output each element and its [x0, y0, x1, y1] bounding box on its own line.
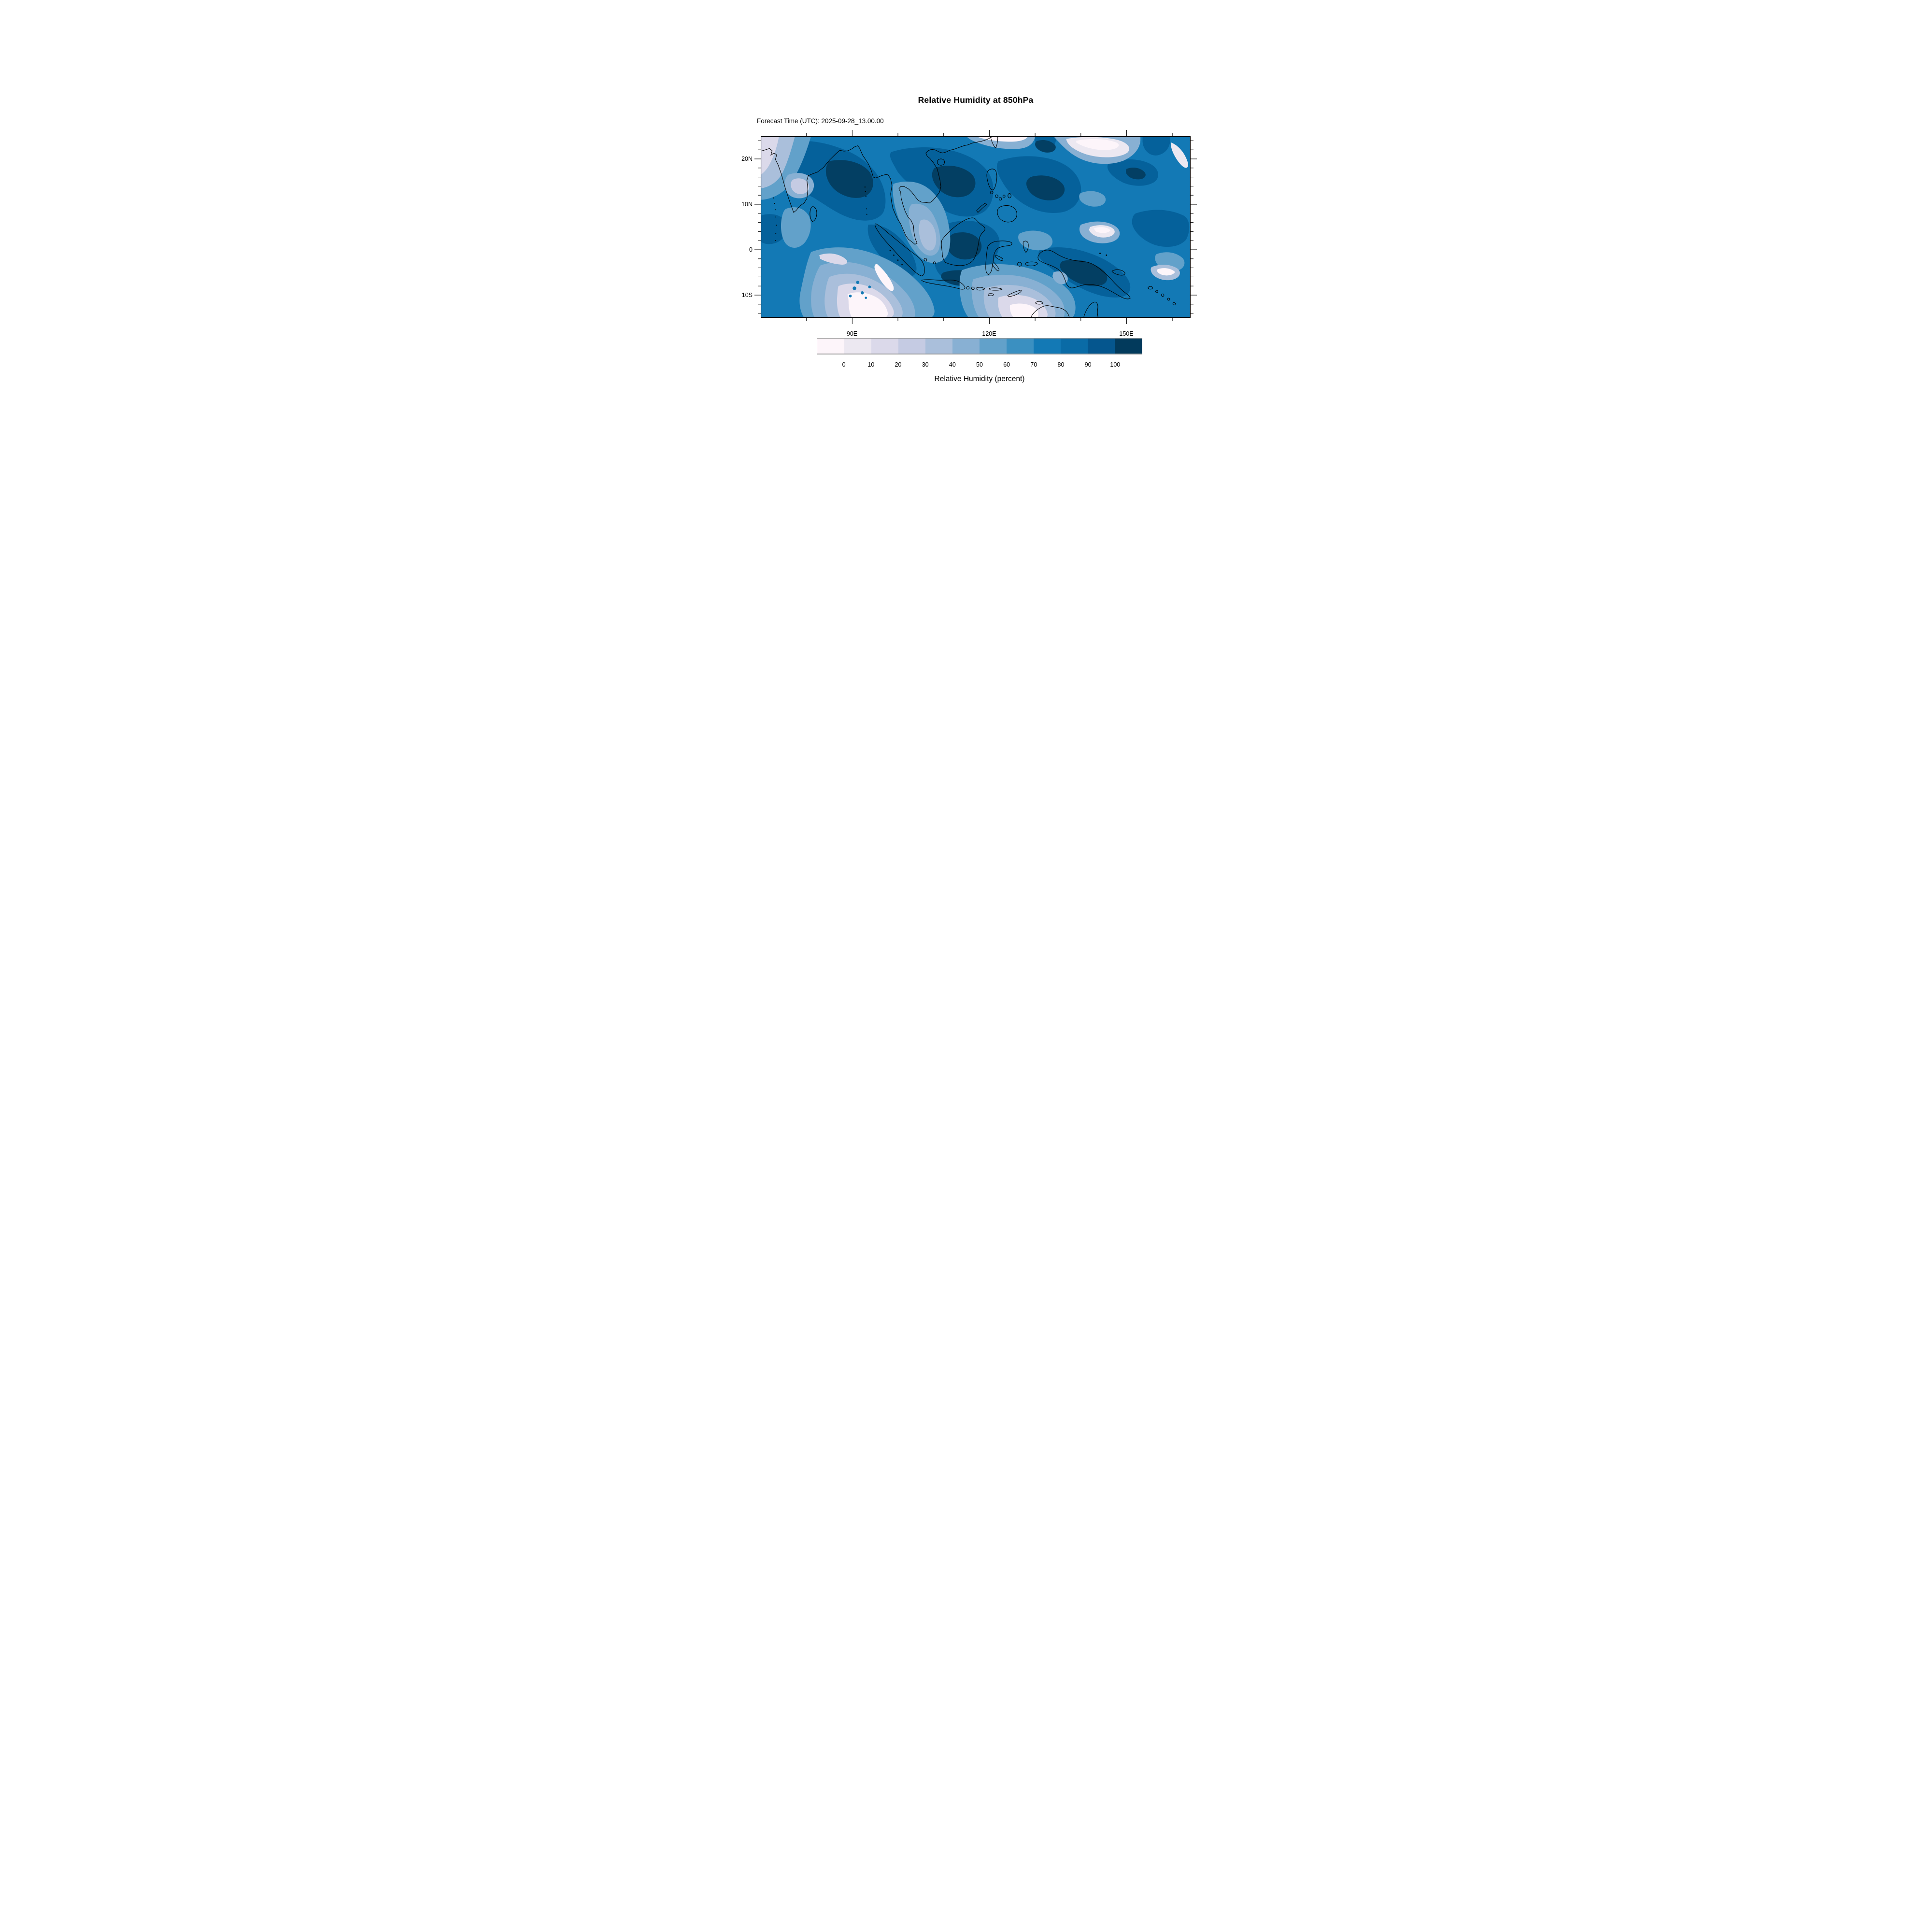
lat-label-10n: 10N [741, 201, 753, 208]
colorbar-tick-label: 50 [976, 361, 983, 368]
lon-label-150e: 150E [1119, 330, 1134, 337]
lat-label-10s: 10S [741, 292, 753, 298]
colorbar-caption: Relative Humidity (percent) [934, 375, 1025, 383]
colorbar-segment [898, 339, 925, 354]
colorbar-tick-label: 40 [949, 361, 956, 368]
colorbar-segment [1034, 339, 1061, 354]
colorbar-segment [952, 339, 980, 354]
colorbar-tick-label: 30 [922, 361, 929, 368]
colorbar-ticklabels: 0 10 20 30 40 50 60 70 80 90 100 [817, 361, 1142, 369]
colorbar-segment [871, 339, 898, 354]
colorbar-segment [980, 339, 1007, 354]
colorbar-tick-label: 0 [842, 361, 846, 368]
coastlines [761, 136, 1176, 318]
lat-label-0: 0 [749, 246, 753, 253]
map-frame [761, 136, 1191, 318]
weather-plot-page: Relative Humidity at 850hPa Forecast Tim… [724, 0, 1208, 483]
colorbar-segment [1115, 339, 1142, 354]
colorbar-tick-label: 10 [867, 361, 875, 368]
colorbar-tick-label: 90 [1084, 361, 1092, 368]
lon-label-90e: 90E [846, 330, 858, 337]
rh-contour-map [761, 136, 1191, 318]
colorbar-tick-label: 100 [1110, 361, 1121, 368]
lat-label-20n: 20N [741, 156, 753, 162]
colorbar-segments [817, 338, 1142, 354]
map-panel [761, 136, 1191, 318]
colorbar-tick-label: 20 [895, 361, 902, 368]
colorbar-segment [1061, 339, 1088, 354]
colorbar-segment [925, 339, 952, 354]
colorbar-tick-label: 80 [1057, 361, 1065, 368]
colorbar-segment [844, 339, 871, 354]
rh-field [761, 136, 1191, 318]
page-title: Relative Humidity at 850hPa [918, 95, 1034, 105]
colorbar-segment [817, 339, 844, 354]
colorbar-tick-label: 60 [1003, 361, 1010, 368]
lon-label-120e: 120E [982, 330, 996, 337]
colorbar: 0 10 20 30 40 50 60 70 80 90 100 [817, 338, 1142, 369]
colorbar-tick-label: 70 [1030, 361, 1037, 368]
colorbar-segment [1088, 339, 1115, 354]
colorbar-segment [1007, 339, 1034, 354]
forecast-time-label: Forecast Time (UTC): 2025-09-28_13.00.00 [757, 117, 884, 125]
